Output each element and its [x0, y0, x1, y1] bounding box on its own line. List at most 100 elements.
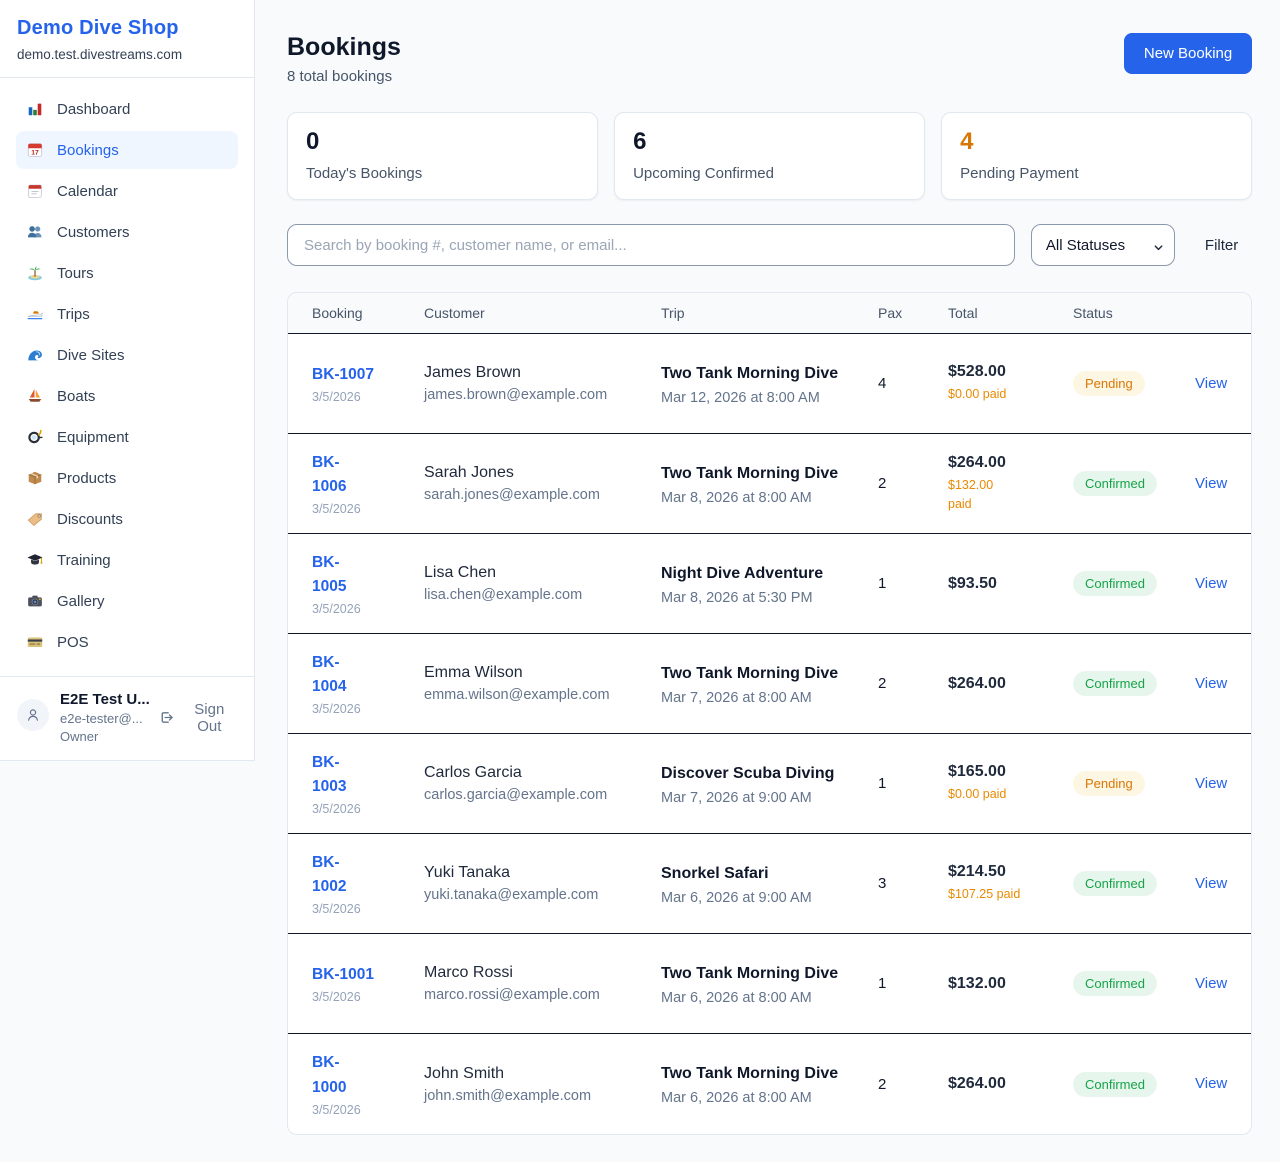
sign-out-button[interactable]: Sign Out [158, 701, 237, 735]
booking-id-link[interactable]: BK- 1006 [312, 453, 347, 495]
booking-id-link[interactable]: BK- 1003 [312, 753, 347, 795]
booking-id-link[interactable]: BK-1007 [312, 365, 375, 383]
booking-id-link[interactable]: BK- 1004 [312, 653, 347, 695]
total-cell: $165.00 $0.00 paid [948, 763, 1057, 804]
status-badge: Confirmed [1073, 571, 1157, 596]
customer-cell: Carlos Garcia carlos.garcia@example.com [424, 764, 645, 803]
people-icon [26, 223, 44, 241]
pax-value: 2 [878, 675, 887, 692]
sidebar-item-label: Gallery [57, 592, 105, 610]
trip-datetime: Mar 8, 2026 at 8:00 AM [661, 489, 812, 506]
island-icon [26, 264, 44, 282]
actions-cell: View [1195, 1075, 1227, 1093]
sidebar-item-label: Dive Sites [57, 346, 125, 364]
col-header-customer: Customer [424, 305, 485, 321]
sidebar-item-pos[interactable]: POS [16, 623, 238, 661]
booking-id-link[interactable]: BK- 1002 [312, 853, 347, 895]
sidebar-item-trips[interactable]: Trips [16, 295, 238, 333]
sidebar-item-training[interactable]: Training [16, 541, 238, 579]
sidebar-item-label: Discounts [57, 510, 123, 528]
total-bookings-subtitle: 8 total bookings [287, 68, 393, 85]
sidebar-item-discounts[interactable]: Discounts [16, 500, 238, 538]
sidebar-item-bookings[interactable]: 17 Bookings [16, 131, 238, 169]
customer-email: carlos.garcia@example.com [424, 787, 608, 803]
total-cell: $132.00 [948, 975, 1057, 993]
pax-value: 1 [878, 775, 887, 792]
paid-amount: $107.25 paid [948, 887, 1021, 902]
view-link[interactable]: View [1195, 374, 1228, 392]
status-cell: Confirmed [1073, 571, 1179, 596]
status-cell: Confirmed [1073, 471, 1179, 496]
package-icon [26, 469, 44, 487]
status-badge: Pending [1073, 371, 1145, 396]
pax-value: 3 [878, 875, 887, 892]
customer-name: Carlos Garcia [424, 764, 522, 781]
brand-block: Demo Dive Shop demo.test.divestreams.com [0, 0, 254, 78]
customer-name: Lisa Chen [424, 564, 497, 581]
user-role: Owner [60, 729, 99, 744]
status-cell: Pending [1073, 371, 1179, 396]
status-select[interactable]: All Statuses [1030, 224, 1175, 266]
sidebar-item-label: Calendar [57, 182, 118, 200]
view-link[interactable]: View [1195, 574, 1228, 592]
trip-name: Two Tank Morning Dive [661, 664, 839, 682]
total-cell: $93.50 [948, 575, 1057, 593]
sidebar-item-label: Training [57, 551, 111, 569]
trip-datetime: Mar 7, 2026 at 8:00 AM [661, 689, 812, 706]
stat-label: Today's Bookings [306, 165, 423, 182]
booking-cell: BK- 1000 3/5/2026 [312, 1051, 408, 1116]
total-amount: $528.00 [948, 363, 1006, 381]
status-cell: Pending [1073, 771, 1179, 796]
page-title: Bookings [287, 33, 401, 61]
status-cell: Confirmed [1073, 1071, 1179, 1097]
view-link[interactable]: View [1195, 974, 1228, 992]
booking-date: 3/5/2026 [312, 990, 361, 1004]
status-badge: Confirmed [1073, 671, 1157, 696]
col-header-pax: Pax [878, 305, 903, 321]
sidebar-item-dashboard[interactable]: Dashboard [16, 90, 238, 128]
customer-email: james.brown@example.com [424, 387, 608, 403]
actions-cell: View [1195, 775, 1227, 793]
booking-id-link[interactable]: BK- 1000 [312, 1054, 347, 1096]
sidebar-item-gallery[interactable]: Gallery [16, 582, 238, 620]
booking-id-link[interactable]: BK-1001 [312, 965, 375, 983]
search-input[interactable] [287, 224, 1015, 266]
sidebar-item-tours[interactable]: Tours [16, 254, 238, 292]
booking-cell: BK- 1006 3/5/2026 [312, 451, 408, 516]
page-header-text: Bookings 8 total bookings [287, 33, 401, 85]
sidebar-item-label: Dashboard [57, 100, 131, 118]
speedboat-icon [26, 305, 44, 323]
trip-name: Discover Scuba Diving [661, 764, 835, 782]
credit-card-icon [26, 633, 44, 651]
trip-datetime: Mar 6, 2026 at 9:00 AM [661, 889, 812, 906]
sign-out-label: Sign Out [194, 700, 225, 735]
new-booking-button[interactable]: New Booking [1123, 33, 1253, 74]
table-row: BK- 1002 3/5/2026 Yuki Tanaka yuki.tanak… [288, 834, 1252, 934]
booking-cell: BK- 1002 3/5/2026 [312, 851, 408, 916]
bookings-table: Booking Customer Trip Pax Total Status B… [287, 292, 1253, 1135]
sidebar-item-calendar[interactable]: Calendar [16, 172, 238, 210]
view-link[interactable]: View [1195, 1075, 1228, 1092]
booking-cell: BK-1001 3/5/2026 [312, 963, 408, 1004]
filter-button[interactable]: Filter [1191, 237, 1252, 254]
trip-cell: Two Tank Morning Dive Mar 8, 2026 at 8:0… [661, 462, 862, 506]
view-link[interactable]: View [1195, 774, 1228, 792]
stat-value: 6 [633, 128, 647, 155]
view-link[interactable]: View [1195, 474, 1228, 492]
calendar-date-icon: 17 [26, 141, 44, 159]
tear-off-calendar-icon [26, 182, 44, 200]
svg-text:17: 17 [31, 150, 39, 157]
view-link[interactable]: View [1195, 874, 1228, 892]
sidebar-item-label: Customers [57, 223, 130, 241]
sidebar-item-boats[interactable]: Boats [16, 377, 238, 415]
view-link[interactable]: View [1195, 674, 1228, 692]
paid-amount: $0.00 paid [948, 387, 1007, 402]
booking-id-link[interactable]: BK- 1005 [312, 553, 347, 595]
sidebar-item-equipment[interactable]: Equipment [16, 418, 238, 456]
brand-domain: demo.test.divestreams.com [17, 47, 183, 62]
sidebar-item-products[interactable]: Products [16, 459, 238, 497]
sidebar-item-dive-sites[interactable]: Dive Sites [16, 336, 238, 374]
actions-cell: View [1195, 875, 1227, 893]
sidebar: Demo Dive Shop demo.test.divestreams.com… [0, 0, 255, 761]
sidebar-item-customers[interactable]: Customers [16, 213, 238, 251]
